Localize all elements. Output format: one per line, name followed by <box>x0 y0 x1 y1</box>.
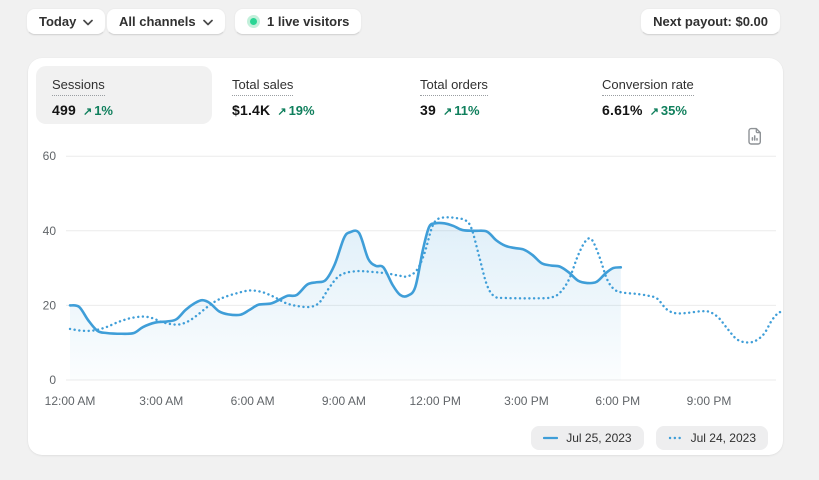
metric-value: $1.4K <box>232 102 271 119</box>
chart-canvas: 0 20 40 60 12:00 AM 3:00 AM 6:00 AM 9:00 AM 12:0… <box>43 149 783 408</box>
next-payout-button[interactable]: Next payout: $0.00 <box>640 8 781 35</box>
metric-label: Conversion rate <box>602 77 694 97</box>
x-axis-tick-label: 6:00 AM <box>231 394 275 408</box>
x-axis-tick-label: 12:00 PM <box>409 394 460 408</box>
y-axis-tick-label: 0 <box>49 373 56 387</box>
trend-up-icon: ↗ <box>649 106 659 119</box>
analytics-card: Sessions 499 ↗ 1% Total sales $1.4K ↗ 19% … <box>28 58 783 455</box>
x-axis-tick-label: 3:00 AM <box>139 394 183 408</box>
metric-label: Total orders <box>420 77 488 97</box>
report-file-icon <box>747 127 761 145</box>
sessions-line-chart[interactable]: 0 20 40 60 12:00 AM 3:00 AM 6:00 AM 9:00 AM 12:0… <box>28 138 783 438</box>
x-axis-tick-label: 9:00 PM <box>687 394 732 408</box>
solid-line-key-icon <box>543 436 559 440</box>
chevron-down-icon <box>83 19 94 25</box>
legend-item-jul-25[interactable]: Jul 25, 2023 <box>531 426 644 450</box>
x-axis-tick-label: 3:00 PM <box>504 394 549 408</box>
chevron-down-icon <box>202 19 213 25</box>
metric-tab-sessions[interactable]: Sessions 499 ↗ 1% <box>36 66 212 124</box>
metric-delta: ↗ 11% <box>442 103 480 119</box>
metric-tab-conversion-rate[interactable]: Conversion rate 6.61% ↗ 35% <box>586 66 710 124</box>
metric-value: 499 <box>52 102 76 119</box>
legend-label: Jul 24, 2023 <box>690 431 756 445</box>
metric-label: Total sales <box>232 77 294 97</box>
metric-tab-total-orders[interactable]: Total orders 39 ↗ 11% <box>404 66 504 124</box>
channels-filter-button[interactable]: All channels <box>106 8 226 35</box>
x-axis-tick-label: 6:00 PM <box>595 394 640 408</box>
dotted-line-key-icon <box>668 436 682 440</box>
metric-value: 6.61% <box>602 102 643 119</box>
x-axis-tick-label: 9:00 AM <box>322 394 366 408</box>
metric-delta: ↗ 35% <box>649 103 687 119</box>
y-axis-tick-label: 20 <box>43 298 57 312</box>
series-line-solid <box>68 221 623 336</box>
live-visitors-label: 1 live visitors <box>267 14 350 29</box>
legend-label: Jul 25, 2023 <box>566 431 632 445</box>
legend-item-jul-24[interactable]: Jul 24, 2023 <box>655 426 768 450</box>
live-visitors-button[interactable]: 1 live visitors <box>234 8 363 35</box>
date-range-label: Today <box>39 14 77 29</box>
x-axis-tick-label: 12:00 AM <box>45 394 96 408</box>
view-report-button[interactable] <box>743 124 767 148</box>
metric-tab-total-sales[interactable]: Total sales $1.4K ↗ 19% <box>216 66 331 124</box>
y-axis-tick-label: 40 <box>43 224 57 238</box>
metric-value: 39 <box>420 102 436 119</box>
channels-filter-label: All channels <box>119 14 196 29</box>
next-payout-label: Next payout: $0.00 <box>653 14 768 29</box>
live-visitors-icon <box>247 15 260 28</box>
series-line-dotted <box>68 216 783 344</box>
metric-delta: ↗ 1% <box>82 103 113 119</box>
metric-label: Sessions <box>52 77 105 97</box>
y-axis-tick-label: 60 <box>43 149 57 163</box>
trend-up-icon: ↗ <box>82 106 93 119</box>
chart-legend: Jul 25, 2023 Jul 24, 2023 <box>531 426 768 450</box>
trend-up-icon: ↗ <box>277 106 287 119</box>
series-area-solid <box>70 222 621 380</box>
date-range-button[interactable]: Today <box>26 8 107 35</box>
trend-up-icon: ↗ <box>442 106 453 119</box>
metric-delta: ↗ 19% <box>277 103 315 119</box>
